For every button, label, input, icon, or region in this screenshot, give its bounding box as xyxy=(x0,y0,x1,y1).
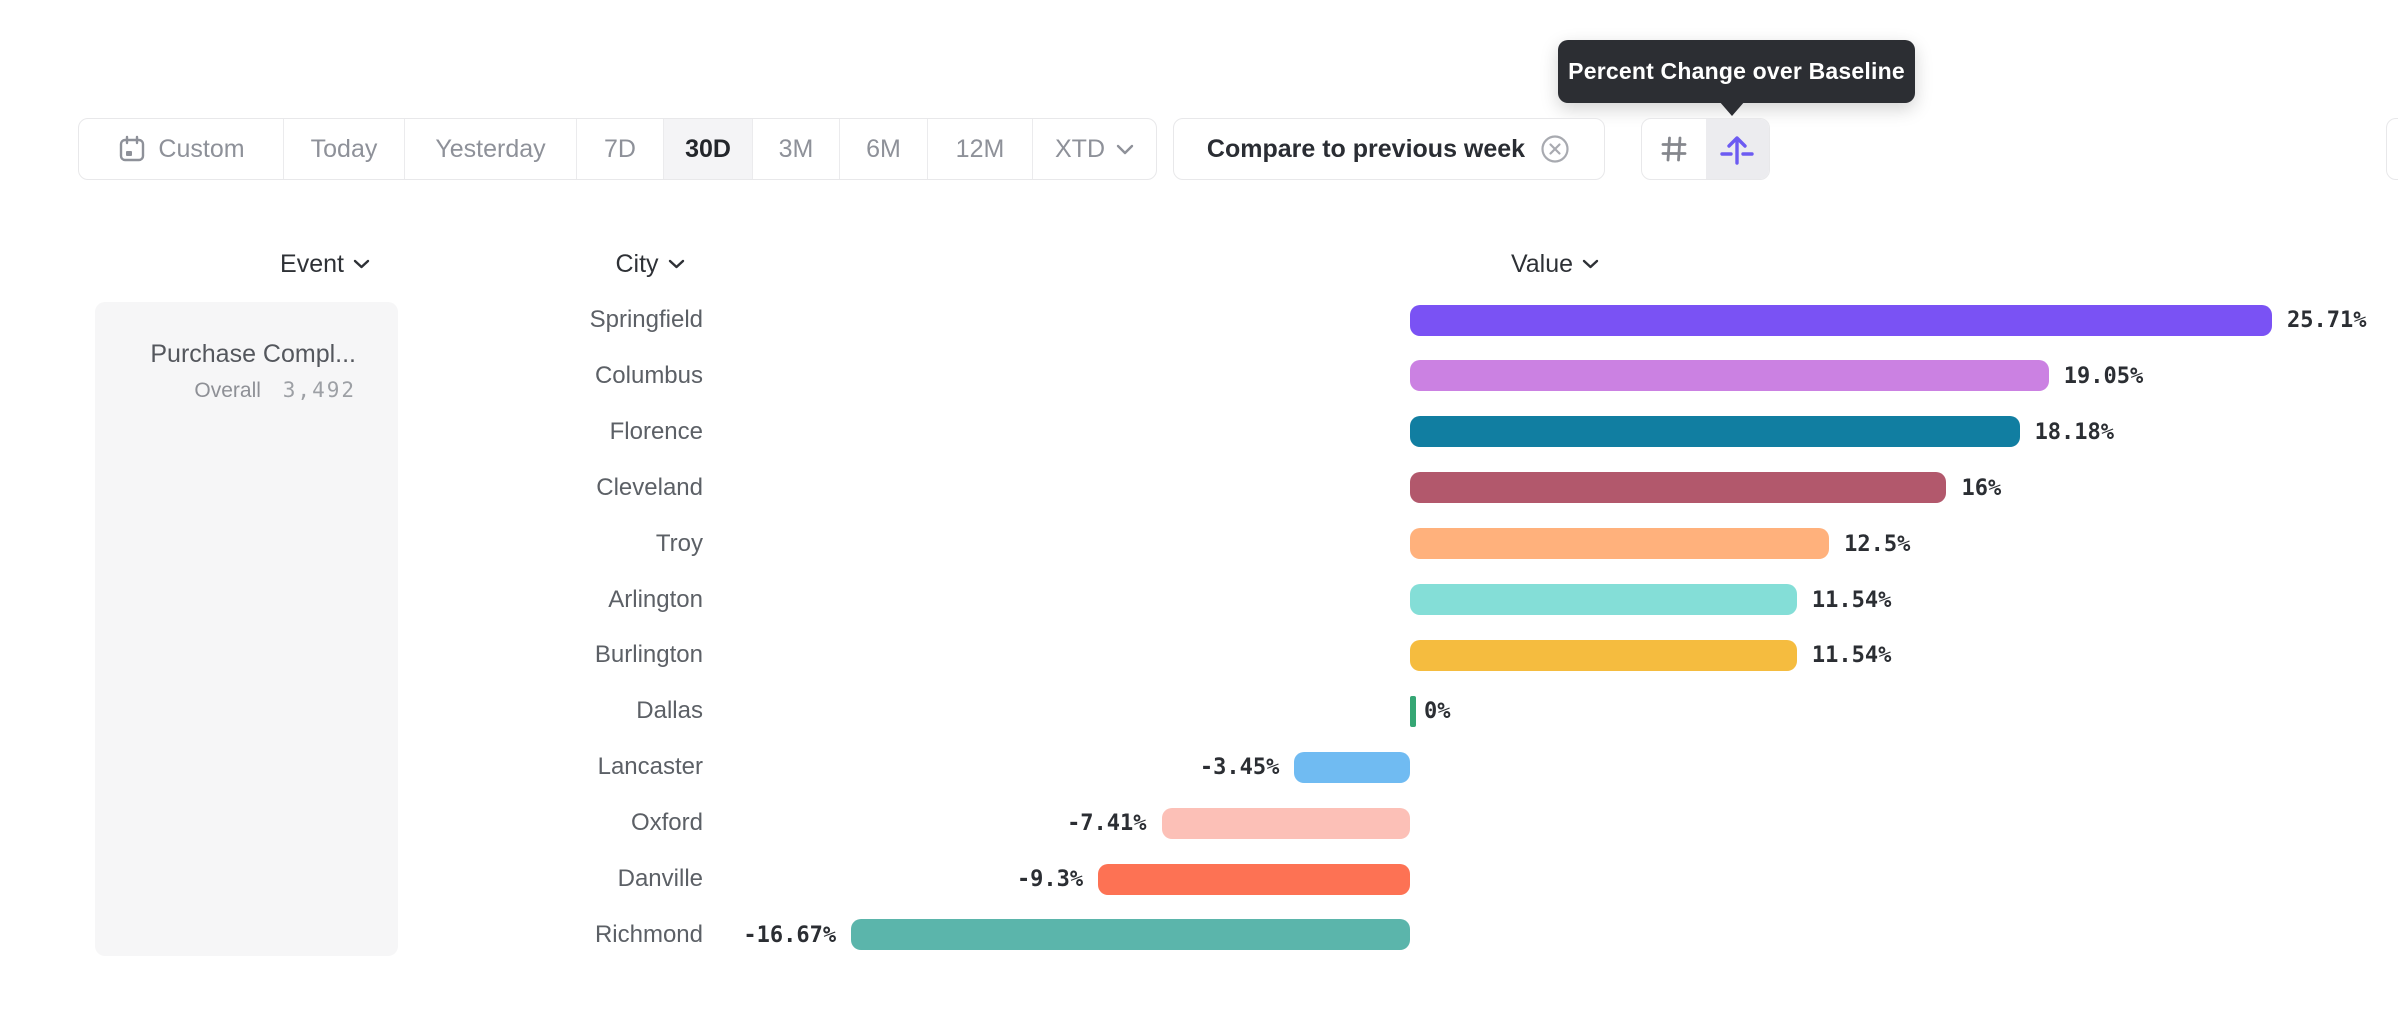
value-label-richmond: -16.67% xyxy=(743,922,837,948)
bar-arlington[interactable] xyxy=(1410,584,1797,615)
chevron-down-icon xyxy=(1582,259,1599,269)
value-label-danville: -9.3% xyxy=(1016,867,1084,892)
date-range-xtd[interactable]: XTD xyxy=(1033,119,1156,179)
bar-burlington[interactable] xyxy=(1410,639,1797,671)
arrow-up-from-baseline-icon xyxy=(1718,130,1756,168)
bar-cleveland[interactable] xyxy=(1410,472,1947,504)
date-range-control: Custom Today Yesterday 7D 30D 3M 6M 12M … xyxy=(78,118,1157,180)
value-label-cleveland: 16% xyxy=(1961,475,2002,501)
date-range-custom[interactable]: Custom xyxy=(79,119,284,179)
tooltip-percent-change-over-baseline: Percent Change over Baseline xyxy=(1558,40,1915,103)
date-range-12m[interactable]: 12M xyxy=(928,119,1033,179)
value-label-troy: 12.5% xyxy=(1844,531,1911,557)
bar-florence[interactable] xyxy=(1410,416,2020,448)
bar-dallas[interactable] xyxy=(1410,695,1416,727)
city-label-oxford: Oxford xyxy=(630,809,703,837)
bar-springfield[interactable] xyxy=(1410,304,2273,336)
city-label-springfield: Springfield xyxy=(589,306,703,333)
x-circle-icon[interactable] xyxy=(1539,133,1571,165)
chevron-down-icon xyxy=(1116,144,1134,155)
bar-danville[interactable] xyxy=(1098,863,1410,895)
value-label-lancaster: -3.45% xyxy=(1199,755,1280,781)
value-label-burlington: 11.54% xyxy=(1811,643,1892,669)
date-range-6m[interactable]: 6M xyxy=(840,119,928,179)
city-label-troy: Troy xyxy=(655,529,703,557)
percent-change-toggle[interactable] xyxy=(1705,119,1769,179)
city-label-richmond: Richmond xyxy=(594,920,703,948)
city-label-columbus: Columbus xyxy=(594,361,703,389)
value-label-columbus: 19.05% xyxy=(2063,363,2144,389)
city-label-arlington: Arlington xyxy=(608,585,703,613)
date-range-today[interactable]: Today xyxy=(284,119,405,179)
date-range-yesterday[interactable]: Yesterday xyxy=(405,119,577,179)
column-header-event[interactable]: Event xyxy=(240,248,410,280)
date-range-label: Custom xyxy=(158,134,245,163)
bar-richmond[interactable] xyxy=(851,919,1410,951)
value-label-arlington: 11.54% xyxy=(1811,587,1892,613)
event-overall-row: Overall 3,492 xyxy=(150,376,356,405)
overall-label: Overall xyxy=(194,379,261,402)
compare-to-previous-week-button[interactable]: Compare to previous week xyxy=(1173,118,1605,180)
chevron-down-icon xyxy=(668,259,685,269)
overall-value: 3,492 xyxy=(282,378,356,402)
bar-troy[interactable] xyxy=(1410,528,1830,560)
date-range-30d[interactable]: 30D xyxy=(664,119,753,179)
date-range-3m[interactable]: 3M xyxy=(753,119,840,179)
calendar-icon xyxy=(117,134,147,164)
event-name: Purchase Compl... xyxy=(150,340,356,368)
absolute-numbers-toggle[interactable] xyxy=(1642,119,1706,179)
city-label-danville: Danville xyxy=(617,865,703,892)
compare-label: Compare to previous week xyxy=(1206,134,1526,163)
city-label-burlington: Burlington xyxy=(594,641,703,669)
bar-lancaster[interactable] xyxy=(1294,751,1410,783)
date-range-7d[interactable]: 7D xyxy=(577,119,664,179)
hash-icon xyxy=(1658,133,1690,165)
city-label-cleveland: Cleveland xyxy=(596,473,703,501)
clipped-right-button[interactable] xyxy=(2386,118,2398,180)
chevron-down-icon xyxy=(353,259,370,269)
city-label-lancaster: Lancaster xyxy=(597,753,703,781)
value-display-toggle xyxy=(1641,118,1770,180)
bar-oxford[interactable] xyxy=(1161,807,1410,839)
value-label-oxford: -7.41% xyxy=(1067,811,1147,837)
tooltip-arrow xyxy=(1719,101,1745,116)
value-label-florence: 18.18% xyxy=(2034,419,2115,445)
city-label-florence: Florence xyxy=(609,417,703,445)
event-panel[interactable]: Purchase Compl... Overall 3,492 xyxy=(95,302,398,956)
city-label-dallas: Dallas xyxy=(636,697,703,725)
value-label-dallas: 0% xyxy=(1424,699,1451,725)
bar-columbus[interactable] xyxy=(1410,360,2049,392)
column-header-value[interactable]: Value xyxy=(1470,248,1640,280)
value-label-springfield: 25.71% xyxy=(2287,308,2367,333)
column-header-city[interactable]: City xyxy=(565,248,735,280)
